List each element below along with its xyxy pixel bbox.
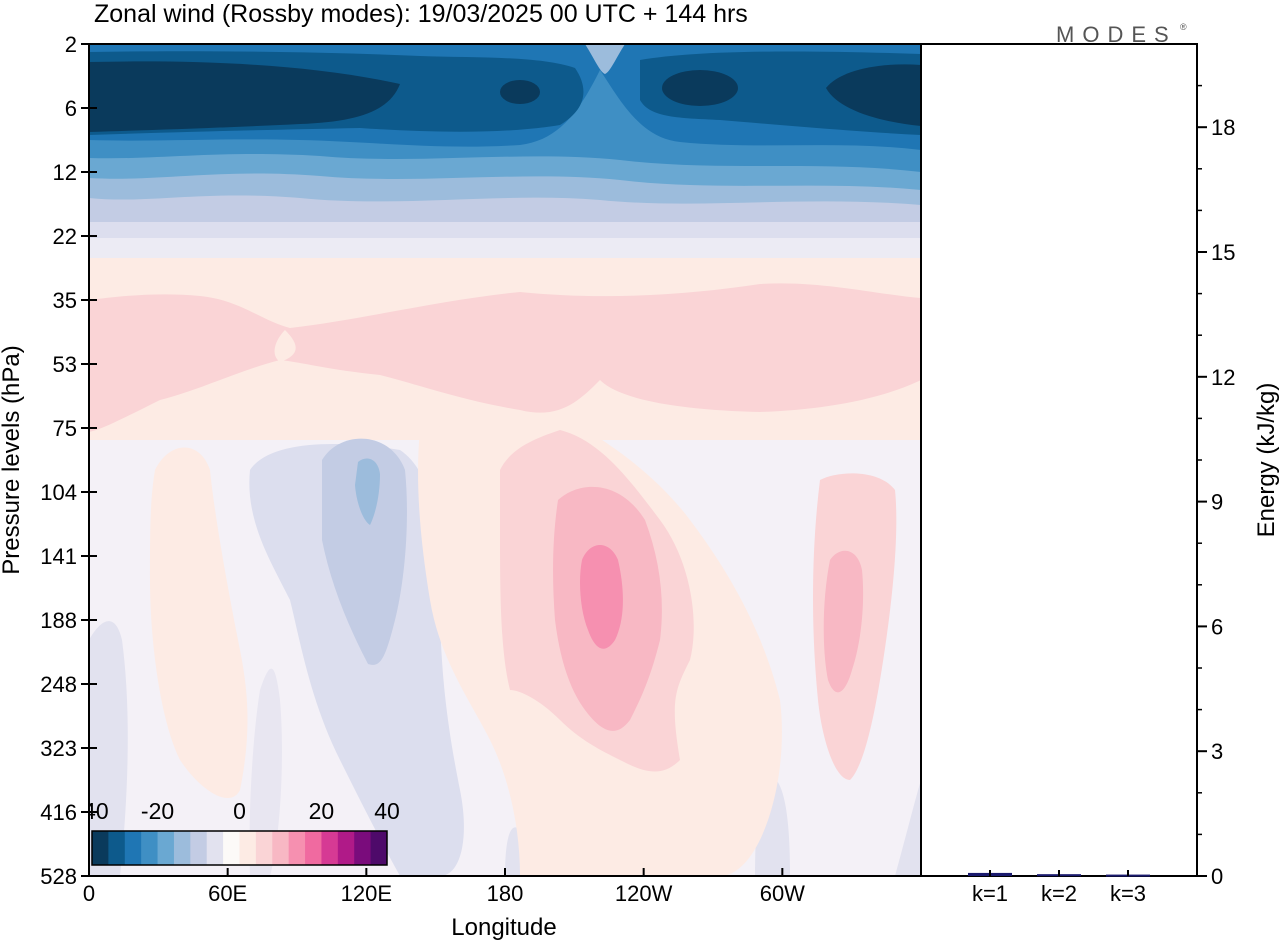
y-tick-label: 2 [65,32,77,57]
energy-tick-label: 6 [1211,614,1223,639]
colorbar-swatch [223,831,240,865]
y-tick-label: 323 [40,736,77,761]
energy-tick-label: 3 [1211,739,1223,764]
y-tick-label: 12 [53,160,77,185]
colorbar-swatch [370,831,388,865]
neg-region-west [89,621,128,876]
y-tick-label: 416 [40,800,77,825]
energy-axis: 0 3 6 9 12 15 18 [1197,84,1235,889]
colorbar-swatch [354,831,372,865]
y-tick-label: 188 [40,608,77,633]
x-tick-label: 120W [615,881,673,906]
band-pink-strat [89,283,921,432]
x-axis: 0 60E 120E 180 120W 60W [83,868,805,906]
colorbar-swatch [255,831,273,865]
colorbar-tick-label: -40 [75,798,108,824]
neg-region-lower [249,668,282,876]
y-tick-label: 75 [53,416,77,441]
energy-cat-label: k=1 [972,881,1008,906]
x-axis-title: Longitude [451,914,556,941]
colorbar-swatch [157,831,175,865]
colorbar-frame [91,830,388,866]
colorbar-swatch [337,831,355,865]
easterly-core-east [826,64,921,126]
energy-frame [920,43,1198,877]
y-tick-label: 53 [53,352,77,377]
easterly-core-mid [500,80,540,104]
modes-logo: MODES [1056,22,1177,47]
colorbar-swatch [305,831,322,865]
contour-plot: -40 -20 0 20 40 [75,44,921,876]
colorbar-swatch [108,831,126,865]
energy-tick-label: 12 [1211,365,1235,390]
colorbar-swatch [288,831,306,865]
energy-tick-label: 0 [1211,864,1223,889]
logo-mark: ® [1180,22,1187,32]
colorbar-swatch [92,831,109,865]
x-tick-label: 60W [760,881,805,906]
y-tick-label: 528 [40,864,77,889]
y-tick-label: 6 [65,96,77,121]
split-notch [274,330,296,362]
colorbar-swatch [124,831,142,865]
energy-bars: k=1 k=2 k=3 [968,870,1150,906]
y-tick-label: 35 [53,288,77,313]
colorbar-tick-label: -20 [141,798,174,824]
y-axis-title: Pressure levels (hPa) [0,345,25,574]
energy-cat-label: k=3 [1110,881,1146,906]
colorbar-swatch [272,831,290,865]
colorbar-swatch [190,831,208,865]
energy-tick-label: 9 [1211,490,1223,515]
colorbar-swatch [173,831,191,865]
x-tick-label: 0 [83,881,95,906]
x-tick-label: 120E [341,881,392,906]
easterly-core-west [89,61,400,132]
neg-region-east-strip [895,780,921,876]
chart-title: Zonal wind (Rossby modes): 19/03/2025 00… [94,0,748,28]
pos-region-west [150,447,248,799]
y-tick-label: 22 [53,224,77,249]
neg-region-peak [355,458,380,525]
easterly-core-dateline [662,70,738,106]
neg-region-core [322,438,407,665]
y-tick-label: 141 [40,544,77,569]
colorbar-tick-label: 0 [233,798,246,824]
neg-region-main [249,444,464,876]
y-tick-label: 104 [40,480,77,505]
colorbar: -40 -20 0 20 40 [75,798,400,866]
energy-cat-label: k=2 [1041,881,1077,906]
pos-region-east-core [823,550,864,693]
colorbar-tick-label: 20 [309,798,335,824]
colorbar-swatch [141,831,159,865]
pos-region-central-core [580,545,623,649]
y-tick-label: 248 [40,672,77,697]
energy-panel: k=1 k=2 k=3 [920,43,1198,906]
colorbar-swatch [321,831,339,865]
energy-tick-label: 15 [1211,240,1235,265]
energy-tick-label: 18 [1211,115,1235,140]
x-tick-label: 60E [208,881,247,906]
upper-notch [585,44,625,74]
colorbar-tick-label: 40 [374,798,400,824]
colorbar-swatch [206,831,224,865]
x-tick-label: 180 [487,881,524,906]
y-axis: 2 6 12 22 35 53 75 104 141 188 248 323 416 528 [40,32,97,889]
colorbar-swatch [239,831,257,865]
energy-axis-title: Energy (kJ/kg) [1253,383,1280,538]
